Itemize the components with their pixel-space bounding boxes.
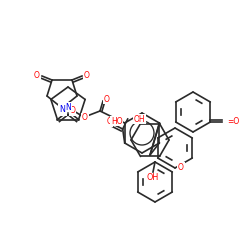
Text: O: O <box>107 118 112 126</box>
Text: N: N <box>59 104 65 114</box>
Text: O: O <box>34 70 40 80</box>
Text: O: O <box>84 70 90 80</box>
Text: HO: HO <box>111 116 122 126</box>
Text: O: O <box>178 162 184 172</box>
Text: O: O <box>82 114 88 122</box>
Text: OH: OH <box>147 174 159 182</box>
Text: O: O <box>104 94 110 104</box>
Text: O: O <box>70 106 75 115</box>
Text: O: O <box>61 106 66 115</box>
Text: =O: =O <box>227 118 239 126</box>
Text: N: N <box>65 102 71 112</box>
Text: OH: OH <box>134 114 145 124</box>
